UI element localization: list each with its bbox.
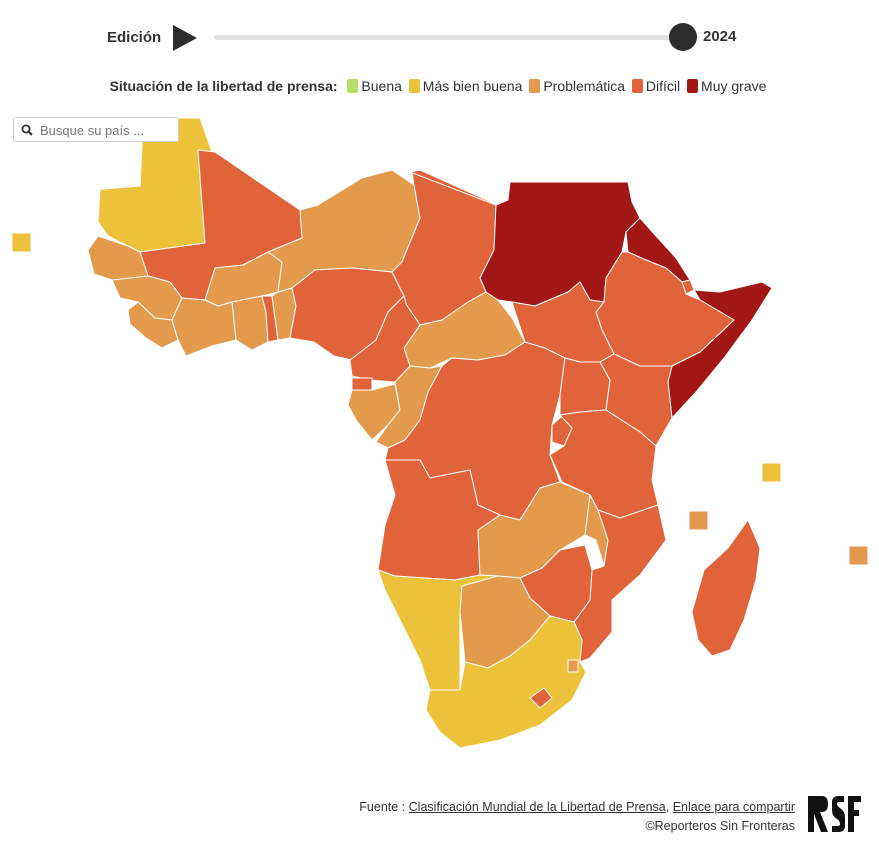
- year-label: 2024: [703, 28, 737, 45]
- edition-slider-handle[interactable]: [669, 23, 697, 51]
- source-line: Fuente : Clasificación Mundial de la Lib…: [359, 798, 795, 817]
- country-south-africa[interactable]: [425, 615, 587, 749]
- country-cote-divoire[interactable]: [171, 297, 237, 357]
- country-search[interactable]: [13, 117, 180, 142]
- share-link[interactable]: Enlace para compartir: [672, 800, 795, 814]
- legend-swatch: [687, 79, 699, 93]
- legend-label: Difícil: [645, 78, 681, 94]
- legend: Situación de la libertad de prensa: Buen…: [0, 78, 879, 94]
- legend-item-problematica: Problemática: [529, 78, 625, 94]
- source-link[interactable]: Clasificación Mundial de la Libertad de …: [408, 800, 666, 814]
- legend-label: Problemática: [543, 78, 626, 94]
- country-lesotho[interactable]: [529, 687, 553, 709]
- legend-swatch: [631, 79, 643, 93]
- legend-item-mas-bien-buena: Más bien buena: [408, 78, 523, 94]
- country-ghana[interactable]: [231, 295, 269, 351]
- legend-item-muy-grave: Muy grave: [687, 78, 766, 94]
- country-cabo-verde[interactable]: [11, 232, 32, 253]
- country-south-sudan[interactable]: [511, 281, 615, 363]
- edition-label: Edición: [107, 29, 162, 46]
- footer: Fuente : Clasificación Mundial de la Lib…: [359, 798, 795, 836]
- legend-item-buena: Buena: [347, 78, 402, 94]
- edition-slider-track[interactable]: [214, 35, 684, 40]
- copyright: ©Reporteros Sin Fronteras: [645, 819, 795, 833]
- legend-swatch: [529, 79, 541, 93]
- rsf-logo: [808, 796, 861, 832]
- legend-title: Situación de la libertad de prensa:: [109, 78, 338, 94]
- play-icon: [173, 25, 197, 51]
- country-madagascar[interactable]: [691, 519, 761, 657]
- footer-separator: ,: [665, 800, 670, 814]
- search-input[interactable]: [38, 120, 180, 141]
- country-eswatini[interactable]: [567, 659, 579, 673]
- legend-label: Muy grave: [701, 78, 767, 94]
- legend-item-dificil: Difícil: [631, 78, 681, 94]
- country-kenya[interactable]: [599, 353, 673, 447]
- country-mauritius[interactable]: [848, 545, 869, 566]
- legend-swatch: [347, 79, 359, 93]
- play-button[interactable]: [172, 24, 198, 52]
- source-prefix: Fuente :: [359, 800, 406, 814]
- country-togo[interactable]: [261, 295, 279, 343]
- country-mozambique[interactable]: [573, 504, 667, 663]
- country-equatorial-guinea[interactable]: [351, 377, 373, 391]
- country-comoros[interactable]: [688, 510, 709, 531]
- country-seychelles[interactable]: [761, 462, 782, 483]
- legend-label: Buena: [361, 78, 402, 94]
- search-icon: [21, 124, 33, 136]
- legend-swatch: [408, 79, 420, 93]
- timeline: Edición 2024: [0, 18, 879, 58]
- legend-label: Más bien buena: [422, 78, 523, 94]
